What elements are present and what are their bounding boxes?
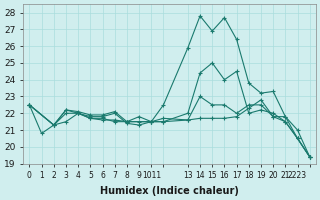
X-axis label: Humidex (Indice chaleur): Humidex (Indice chaleur) <box>100 186 239 196</box>
